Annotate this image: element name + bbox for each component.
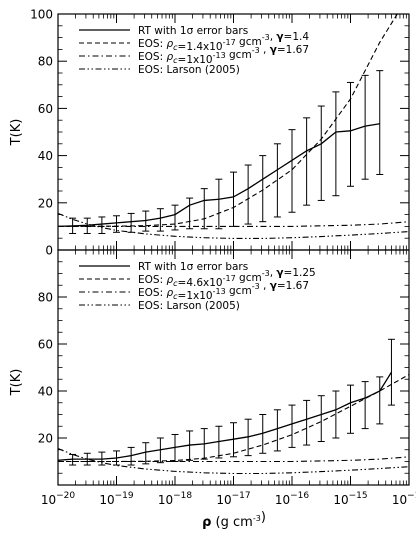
y-tick-label: 80	[38, 291, 53, 305]
series-line-solid	[58, 371, 393, 461]
series-layer	[58, 338, 409, 475]
series-line-dashed	[58, 14, 398, 227]
bottom-panel: 20 40 60 80 T(K) 10−20 10−19 10−18 10−17 10−16 10−…	[9, 249, 416, 530]
legend-label: EOS: ρc=4.6x10-17 gcm-3, γ=1.25	[138, 267, 316, 289]
y-tick-label: 20	[38, 196, 53, 210]
x-tick-label: 10−17	[216, 491, 250, 507]
x-tick-label: 10−16	[275, 491, 310, 507]
y-tick-label: 80	[38, 55, 53, 69]
series-layer	[58, 14, 409, 239]
legend-label: RT with 1σ error bars	[138, 261, 248, 273]
y-tick-label: 40	[38, 385, 53, 399]
legend-label: EOS: Larson (2005)	[138, 300, 240, 312]
legend-label: EOS: ρc=1.4x10-17 gcm-3, γ=1.4	[138, 31, 309, 53]
series-line-dashdot	[58, 456, 409, 463]
legend-label: EOS: ρc=1x10-13 gcm-3 , γ=1.67	[138, 44, 309, 66]
x-tick-label: 10−15	[333, 491, 367, 507]
series-line-dashdot	[58, 221, 409, 227]
legend-label: EOS: Larson (2005)	[138, 64, 240, 76]
x-tick-label: 10−18	[158, 491, 193, 507]
series-line-dashdotdot	[58, 212, 409, 239]
y-tick-label: 60	[38, 338, 53, 352]
y-tick-label: 20	[38, 432, 53, 446]
y-tick-label: 0	[45, 244, 53, 258]
x-tick-label: 10−19	[99, 491, 134, 507]
series-line-dashdotdot	[58, 448, 409, 475]
x-tick-label: 10−14	[392, 491, 416, 507]
x-tick-label: 10−20	[41, 491, 76, 507]
y-tick-label: 60	[38, 102, 53, 116]
legend-label: EOS: ρc=1x10-13 gcm-3 , γ=1.67	[138, 280, 309, 302]
legend-label: RT with 1σ error bars	[138, 25, 248, 37]
y-tick-label: 100	[30, 8, 53, 22]
y-axis-title: T(K)	[9, 119, 24, 147]
y-tick-label: 40	[38, 149, 53, 163]
y-axis-title: T(K)	[9, 369, 24, 397]
x-axis-title: ρ (g cm-3)	[202, 510, 266, 530]
